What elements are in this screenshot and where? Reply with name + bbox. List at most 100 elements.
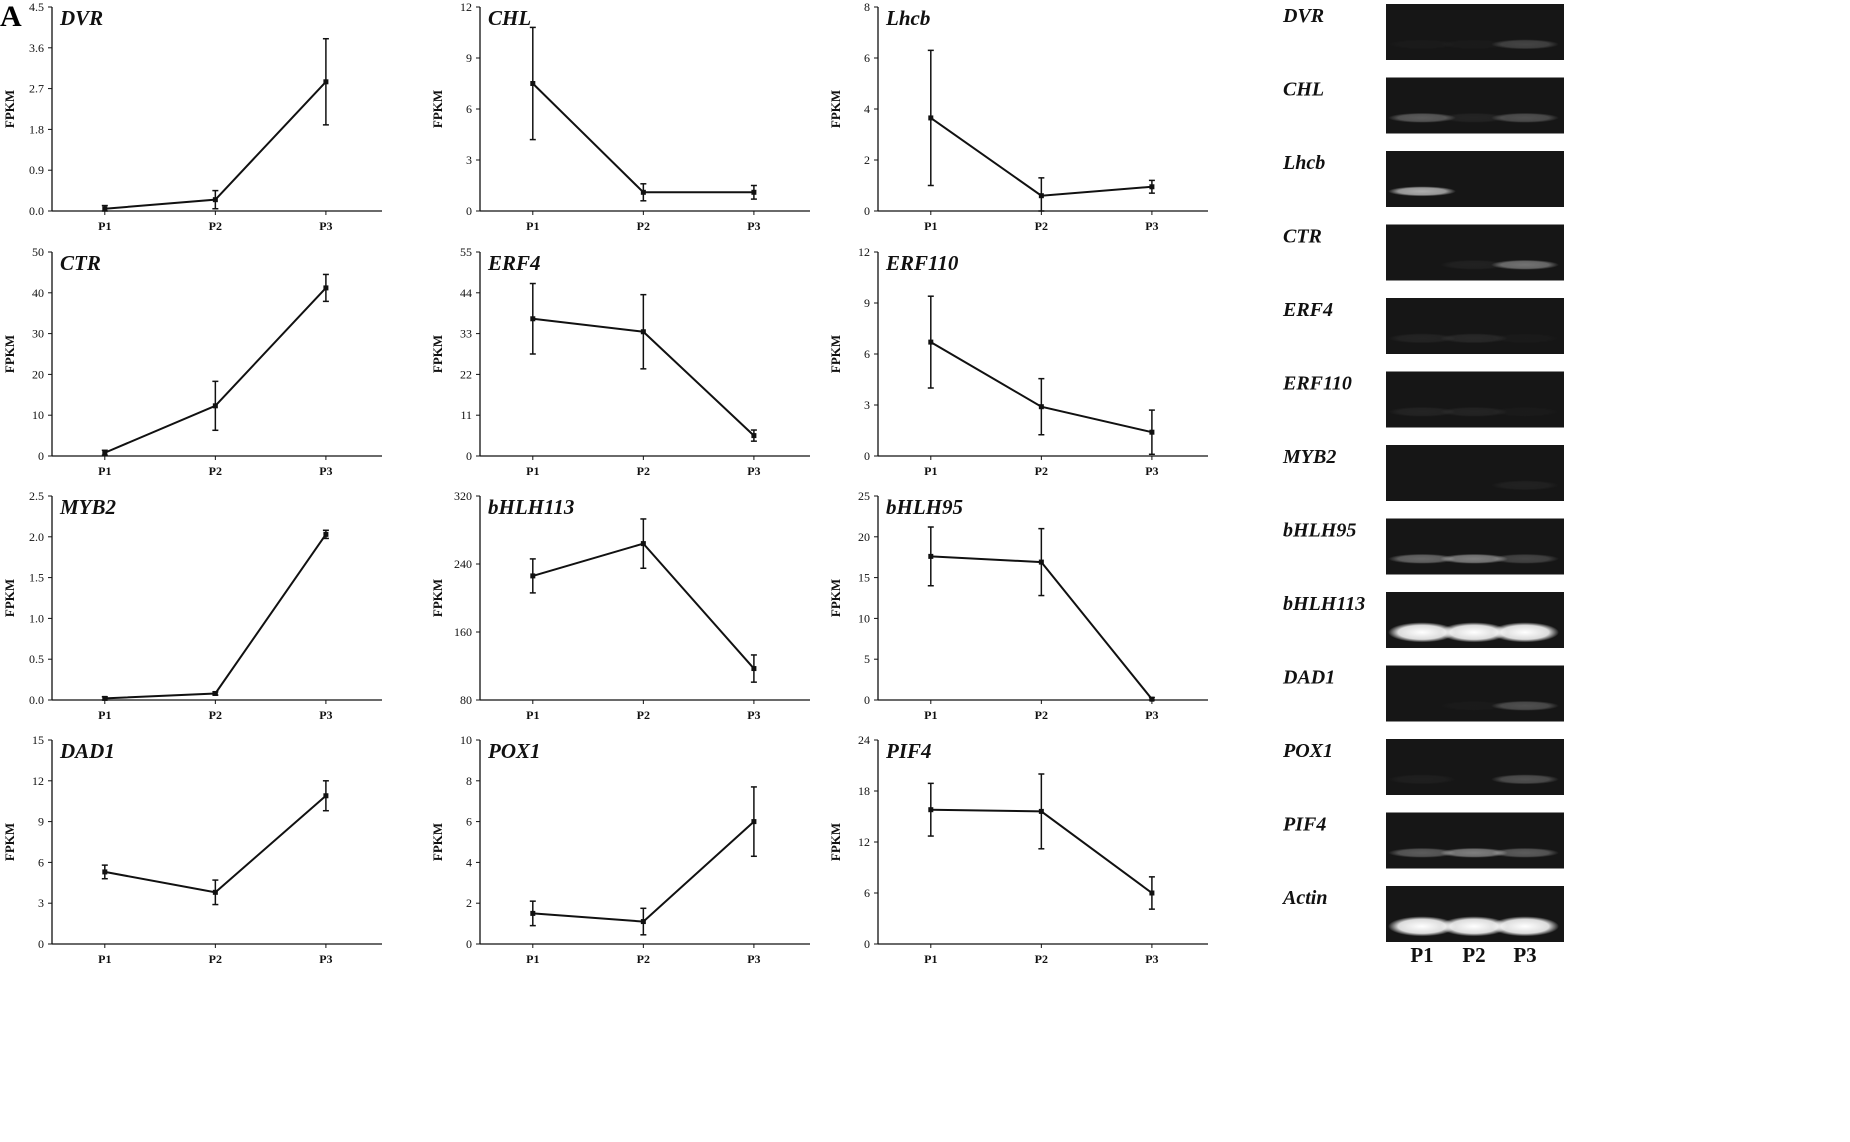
y-axis-label: FPKM xyxy=(430,823,445,861)
y-axis-label: FPKM xyxy=(430,90,445,128)
x-tick-label: P1 xyxy=(526,219,539,233)
x-tick-label: P2 xyxy=(1035,219,1048,233)
chart-title: MYB2 xyxy=(59,495,117,519)
data-point xyxy=(212,889,218,895)
data-point xyxy=(323,285,329,291)
data-point xyxy=(1149,696,1155,702)
y-tick-label: 12 xyxy=(32,774,44,788)
y-tick-label: 3 xyxy=(864,398,870,412)
x-tick-label: P1 xyxy=(98,219,111,233)
gel-band xyxy=(1388,186,1456,197)
data-point xyxy=(751,819,757,825)
gel-row-POX1: POX1 xyxy=(1282,739,1564,795)
chart-Lhcb: 0 2 4 6 8 P1 P2 P3 FPKM Lhcb xyxy=(828,0,1208,233)
gel-band xyxy=(1388,774,1456,785)
x-tick-label: P1 xyxy=(98,708,111,722)
y-tick-label: 4 xyxy=(466,855,472,869)
gel-row-bHLH95: bHLH95 xyxy=(1283,518,1564,575)
y-axis-label: FPKM xyxy=(828,335,843,373)
data-point xyxy=(928,339,934,345)
y-axis-label: FPKM xyxy=(828,579,843,617)
x-tick-label: P3 xyxy=(747,708,760,722)
y-tick-label: 320 xyxy=(454,489,472,503)
gel-gene-label: DAD1 xyxy=(1282,667,1335,689)
data-point xyxy=(530,316,536,322)
y-tick-label: 0.0 xyxy=(29,693,44,707)
y-tick-label: 30 xyxy=(32,327,44,341)
x-tick-label: P1 xyxy=(526,708,539,722)
gel-gene-label: MYB2 xyxy=(1282,446,1336,468)
y-tick-label: 12 xyxy=(460,0,472,14)
x-tick-label: P2 xyxy=(209,952,222,966)
y-tick-label: 33 xyxy=(460,327,472,341)
gel-gene-label: bHLH113 xyxy=(1283,593,1365,615)
data-point xyxy=(1038,808,1044,814)
chart-title: Lhcb xyxy=(885,6,930,30)
y-tick-label: 20 xyxy=(858,530,870,544)
x-tick-label: P3 xyxy=(1145,708,1158,722)
gel-row-PIF4: PIF4 xyxy=(1282,812,1564,869)
y-tick-label: 0 xyxy=(864,204,870,218)
gel-band xyxy=(1491,333,1559,343)
data-point xyxy=(212,690,218,696)
data-point xyxy=(102,695,108,701)
gel-band xyxy=(1491,700,1559,711)
gel-row-ERF110: ERF110 xyxy=(1282,371,1564,428)
gel-band xyxy=(1440,553,1508,564)
chart-title: CHL xyxy=(488,6,531,30)
y-tick-label: 44 xyxy=(460,286,472,300)
gel-row-ERF4: ERF4 xyxy=(1282,298,1564,354)
y-tick-label: 11 xyxy=(460,408,472,422)
chart-title: ERF110 xyxy=(885,251,959,275)
gel-band xyxy=(1440,916,1508,937)
y-axis-label: FPKM xyxy=(828,823,843,861)
y-tick-label: 6 xyxy=(466,102,472,116)
y-tick-label: 2.0 xyxy=(29,530,44,544)
y-tick-label: 24 xyxy=(858,733,870,747)
chart-CTR: 0 10 20 30 40 50 P1 P2 P3 FPKM CTR xyxy=(2,245,382,478)
x-tick-label: P2 xyxy=(1035,708,1048,722)
gel-band xyxy=(1491,622,1559,643)
gel-band xyxy=(1491,480,1559,491)
y-tick-label: 0 xyxy=(864,449,870,463)
data-point xyxy=(751,433,757,439)
y-tick-label: 1.5 xyxy=(29,571,44,585)
y-tick-label: 10 xyxy=(32,408,44,422)
data-point xyxy=(530,573,536,579)
y-tick-label: 0.0 xyxy=(29,204,44,218)
gel-strip xyxy=(1386,298,1564,354)
chart-DVR: 0.0 0.9 1.8 2.7 3.6 4.5 P1 P2 P3 FPKM DVR xyxy=(2,0,382,233)
y-tick-label: 20 xyxy=(32,367,44,381)
y-tick-label: 9 xyxy=(864,296,870,310)
data-point xyxy=(102,206,108,212)
y-tick-label: 2 xyxy=(864,153,870,167)
chart-bHLH113: 80 160 240 320 P1 P2 P3 FPKM bHLH113 xyxy=(430,489,810,722)
data-point xyxy=(323,531,329,537)
chart-ERF4: 0 11 22 33 44 55 P1 P2 P3 FPKM ERF4 xyxy=(430,245,810,478)
gel-band xyxy=(1440,847,1508,858)
gel-band xyxy=(1491,259,1559,270)
gel-strip xyxy=(1386,224,1564,281)
data-point xyxy=(530,81,536,86)
x-tick-label: P3 xyxy=(319,219,332,233)
gel-gene-label: POX1 xyxy=(1282,740,1333,762)
y-axis-label: FPKM xyxy=(828,90,843,128)
y-tick-label: 3.6 xyxy=(29,41,44,55)
y-tick-label: 4.5 xyxy=(29,0,44,14)
y-tick-label: 80 xyxy=(460,693,472,707)
y-tick-label: 6 xyxy=(38,855,44,869)
gel-panel: DVR CHL Lhcb CTR ERF4 ERF110 MYB2 bHLH95 bHLH113… xyxy=(1281,4,1564,967)
gel-band xyxy=(1491,407,1559,417)
x-tick-label: P3 xyxy=(1145,952,1158,966)
series-line xyxy=(532,820,755,923)
gel-strip xyxy=(1386,4,1564,60)
gel-row-MYB2: MYB2 xyxy=(1282,445,1564,501)
y-axis-label: FPKM xyxy=(2,90,17,128)
gel-band xyxy=(1388,847,1456,858)
data-point xyxy=(928,807,934,813)
y-tick-label: 25 xyxy=(858,489,870,503)
gel-strip xyxy=(1386,371,1564,428)
y-tick-label: 3 xyxy=(466,153,472,167)
x-tick-label: P1 xyxy=(924,952,937,966)
gel-band xyxy=(1491,553,1559,564)
